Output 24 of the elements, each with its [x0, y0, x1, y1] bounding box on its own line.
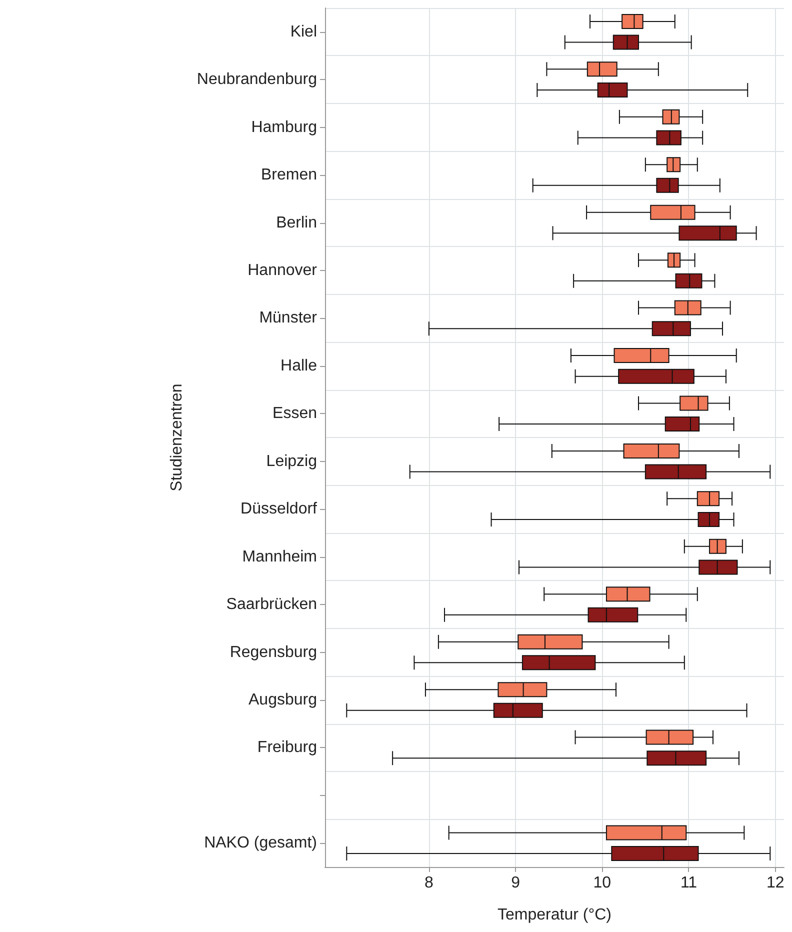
x-tick-label: 8	[424, 874, 434, 892]
y-tick-label: Regensburg	[230, 644, 317, 661]
y-tick-label: Hannover	[248, 262, 318, 279]
y-tick-label: Bremen	[260, 166, 317, 184]
y-tick-label: Halle	[280, 357, 318, 374]
y-tick-label: Mannheim	[242, 548, 317, 566]
y-tick-label: Münster	[259, 310, 318, 327]
x-tick-label: 9	[511, 874, 520, 892]
x-tick-label: 10	[593, 874, 612, 892]
y-axis-title: Studienzentren	[168, 384, 186, 492]
x-tick-label: 12	[766, 874, 784, 892]
y-tick-label: Berlin	[276, 214, 317, 232]
y-tick-label: Augsburg	[248, 691, 317, 708]
y-tick-label: Düsseldorf	[240, 500, 318, 518]
y-tick-label: Saarbrücken	[226, 596, 317, 614]
x-tick-label: 11	[680, 874, 698, 892]
y-tick-label: Kiel	[290, 23, 317, 40]
x-axis-title: Temperatur (°C)	[498, 906, 612, 924]
y-tick-label: Neubrandenburg	[196, 71, 317, 88]
y-tick-label: Hamburg	[251, 118, 317, 136]
y-tick-label: Essen	[272, 405, 317, 422]
y-tick-label: Freiburg	[257, 739, 317, 756]
y-tick-label: NAKO (gesamt)	[204, 834, 317, 852]
y-tick-label: Leipzig	[266, 452, 317, 470]
